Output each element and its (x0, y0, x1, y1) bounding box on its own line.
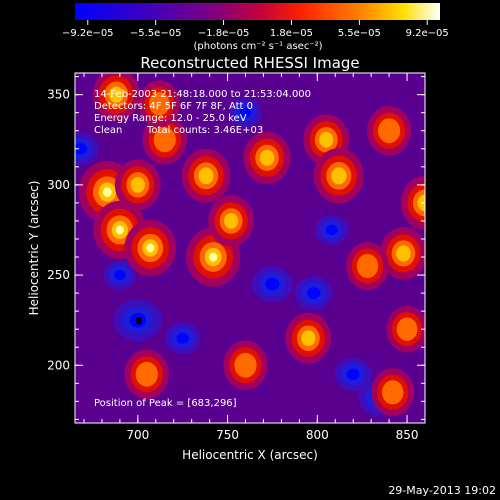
y-tick-label: 200 (47, 358, 70, 372)
cold-spot (306, 287, 321, 300)
image-area (75, 73, 425, 423)
hot-spot (396, 317, 418, 341)
colorbar-tick-label: −1.8e−05 (198, 28, 250, 39)
x-tick-label: 750 (216, 428, 239, 442)
hot-spot (224, 213, 239, 229)
footer-date: 29-May-2013 19:02 (388, 484, 496, 497)
cold-spot (239, 107, 252, 118)
hot-spot (381, 380, 404, 405)
cold-spot (176, 332, 189, 344)
colorbar-unit: (photons cm⁻² s⁻¹ asec⁻²) (193, 41, 322, 52)
chart-title: Reconstructed RHESSI Image (140, 54, 359, 72)
colorbar (75, 3, 440, 20)
y-tick-label: 250 (47, 268, 70, 282)
cold-spot (325, 224, 338, 236)
peak-marker (136, 317, 142, 325)
hot-spot (135, 361, 158, 387)
colorbar-tick-label: 9.2e−05 (406, 28, 449, 39)
hot-spot (109, 86, 124, 103)
peak-position-label: Position of Peak = [683,296] (94, 398, 237, 409)
x-tick-label: 700 (126, 428, 149, 442)
hot-spot (115, 225, 124, 235)
hot-spot (146, 243, 155, 253)
hot-spot (396, 245, 411, 262)
hot-spot (153, 127, 176, 153)
x-tick-label: 850 (396, 428, 419, 442)
cold-spot (346, 368, 360, 381)
hot-spot (356, 254, 379, 279)
colorbar-tick-label: −5.5e−05 (130, 28, 182, 39)
annotation-counts: Total counts: 3.46E+03 (146, 125, 263, 136)
annotation-energy: Energy Range: 12.0 - 25.0 keV (94, 113, 247, 124)
hot-spot (234, 352, 257, 378)
x-axis-label: Heliocentric X (arcsec) (182, 448, 318, 462)
colorbar-tick-label: 1.8e−05 (270, 28, 313, 39)
annotation-detectors: Detectors: 4F 5F 6F 7F 8F, Att 0 (94, 101, 253, 112)
y-tick-label: 350 (47, 88, 70, 102)
axis-ticks: 700 750 800 850 200 250 300 350 (47, 73, 426, 442)
cold-spot (75, 142, 87, 155)
hot-spot (331, 167, 347, 185)
y-axis-label: Heliocentric Y (arcsec) (27, 181, 41, 316)
annotation-clean: Clean (94, 125, 122, 136)
hot-spot (198, 167, 214, 185)
hot-spot (209, 252, 218, 262)
hot-spot (301, 330, 316, 347)
plot-frame (74, 72, 426, 424)
colorbar-tick-label: −9.2e−05 (62, 28, 114, 39)
hot-spot (259, 149, 275, 166)
cold-spot (265, 277, 280, 291)
hot-spot (102, 187, 112, 197)
annotation-block: 14-Feb-2003 21:48:18.000 to 21:53:04.000… (94, 89, 311, 136)
hot-spot (319, 131, 334, 148)
x-tick-label: 800 (306, 428, 329, 442)
y-tick-label: 300 (47, 178, 70, 192)
cold-spot (114, 269, 126, 281)
hot-spot (378, 118, 401, 144)
hot-spot (148, 92, 170, 116)
colorbar-tick-label: 5.5e−05 (338, 28, 381, 39)
colorbar-ticks: −9.2e−05 −5.5e−05 −1.8e−05 1.8e−05 5.5e−05 9.… (62, 20, 449, 39)
annotation-time: 14-Feb-2003 21:48:18.000 to 21:53:04.000 (94, 89, 311, 100)
hot-spot (130, 177, 145, 193)
